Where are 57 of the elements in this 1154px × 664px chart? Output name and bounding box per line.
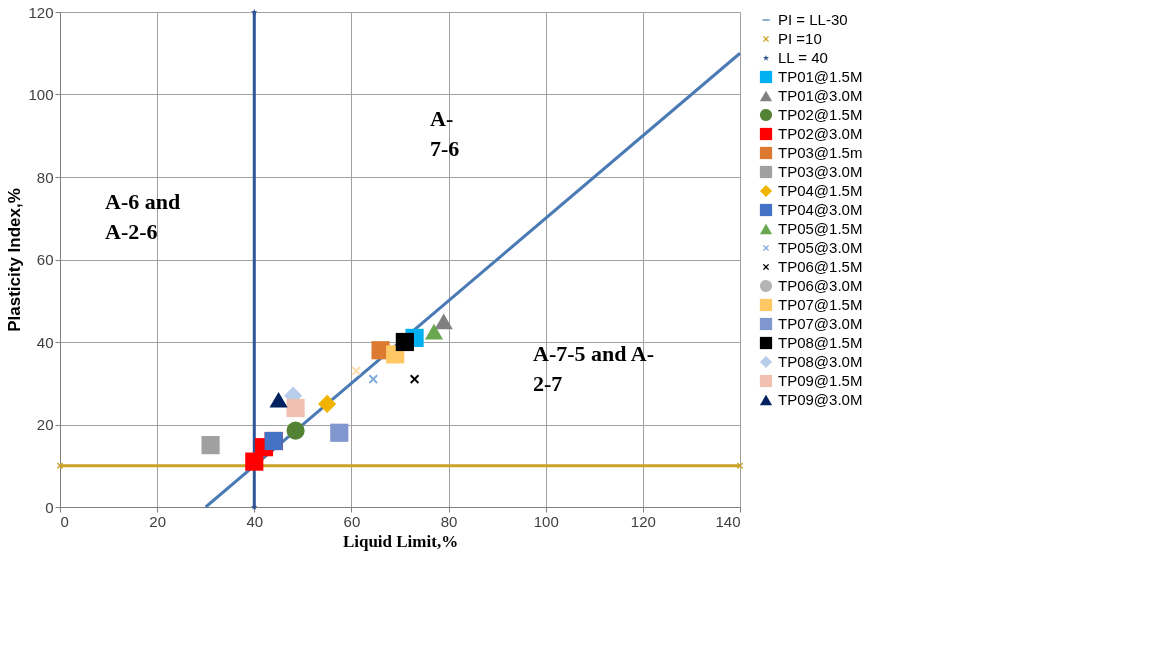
legend-label: PI = LL-30 [778, 11, 848, 28]
y-axis-title: Plasticity Index,% [5, 188, 25, 332]
legend-label: PI =10 [778, 30, 822, 47]
legend-label: TP04@3.0M [778, 201, 863, 218]
legend-label: TP07@3.0M [778, 315, 863, 332]
x-tick-label: 60 [343, 512, 361, 530]
legend-label: TP06@1.5M [778, 258, 863, 275]
legend-label: TP01@3.0M [778, 87, 863, 104]
x-axis-title: Liquid Limit,% [342, 531, 459, 551]
annotation: A- 7-6 [430, 106, 460, 161]
point [424, 323, 444, 340]
point [56, 462, 64, 469]
point [395, 332, 414, 352]
annotation: A-7-5 and A- 2-7 [533, 341, 655, 396]
legend-label: TP05@3.0M [778, 239, 863, 256]
legend-label: TP08@3.0M [778, 353, 863, 370]
point [736, 462, 744, 469]
point [286, 421, 305, 440]
y-tick-label: 60 [36, 251, 54, 268]
y-tick-label: 0 [45, 498, 54, 516]
y-tick-label: 40 [36, 333, 54, 351]
legend-label: TP02@3.0M [778, 125, 863, 142]
point [351, 366, 361, 376]
y-tick-label: 120 [28, 3, 54, 21]
legend-label: TP04@1.5M [778, 182, 863, 199]
x-tick-label: 40 [246, 512, 264, 530]
legend-label: LL = 40 [778, 49, 828, 66]
y-tick-label: 100 [28, 86, 54, 103]
annotation: A-6 and A-2-6 [105, 189, 181, 244]
legend-label: TP08@1.5M [778, 334, 863, 351]
legend-label: TP06@3.0M [778, 277, 863, 294]
legend-label: TP03@3.0M [778, 163, 863, 180]
legend-label: TP07@1.5M [778, 296, 863, 313]
y-tick-label: 80 [36, 168, 54, 186]
x-tick-label: 80 [440, 512, 458, 530]
legend-label: TP03@1.5m [778, 144, 863, 161]
legend-label: TP01@1.5M [778, 68, 863, 85]
point [330, 423, 349, 442]
x-tick-label: 100 [533, 512, 559, 530]
point [286, 398, 305, 418]
point [201, 436, 220, 455]
legend-label: TP02@1.5M [778, 106, 863, 123]
point [410, 374, 420, 384]
point [368, 374, 378, 384]
x-tick-label: 20 [149, 512, 166, 530]
point [245, 452, 264, 471]
y-tick-label: 20 [36, 416, 54, 433]
point [251, 8, 258, 15]
point [434, 313, 453, 330]
point [269, 391, 288, 408]
x-tick-label: 140 [715, 512, 741, 530]
legend-label: TP09@3.0M [778, 391, 863, 408]
legend-label: TP09@1.5M [778, 372, 863, 389]
x-tick-label: 120 [630, 512, 656, 530]
point [318, 394, 337, 413]
x-tick-label: 0 [60, 512, 69, 530]
legend-label: TP05@1.5M [778, 220, 863, 237]
